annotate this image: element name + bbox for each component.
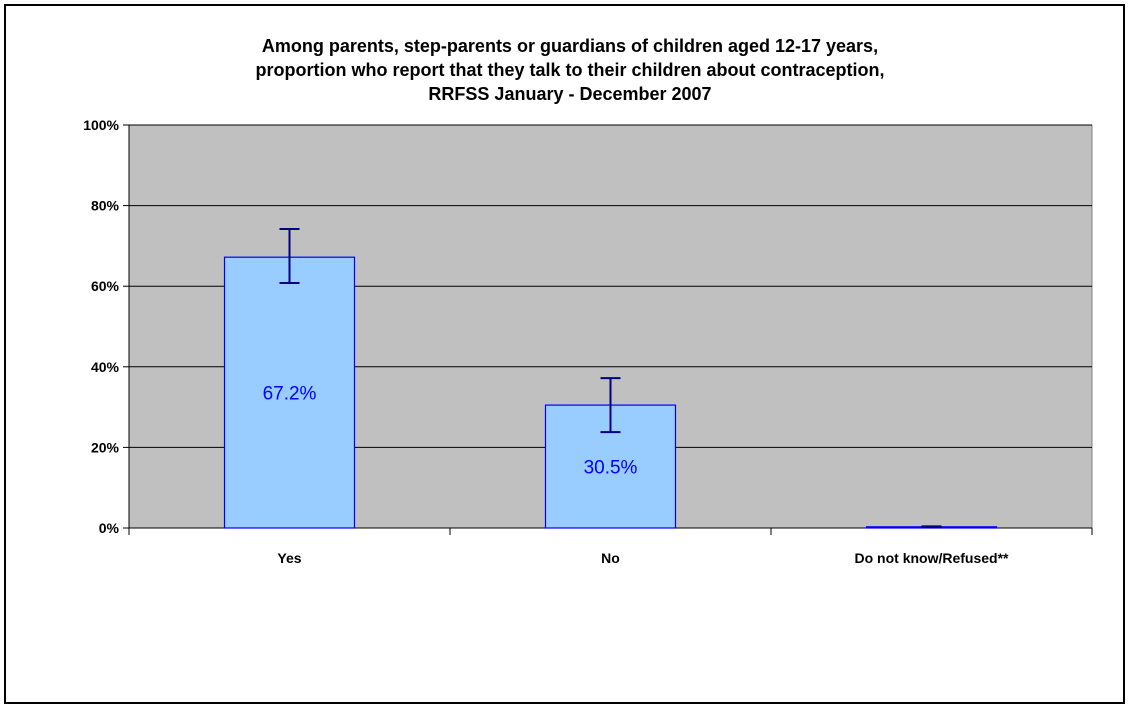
data-label: 67.2% xyxy=(263,384,317,405)
y-tick-label: 80% xyxy=(91,198,120,214)
x-tick-label: Yes xyxy=(277,550,301,566)
bar xyxy=(223,256,356,529)
chart-title: Among parents, step-parents or guardians… xyxy=(40,34,1100,106)
y-tick-label: 0% xyxy=(99,520,120,536)
y-tick-label: 40% xyxy=(91,359,120,375)
chart-title-line-1: Among parents, step-parents or guardians… xyxy=(261,36,879,56)
y-tick-label: 100% xyxy=(83,117,119,133)
chart-title-line-3: RRFSS January - December 2007 xyxy=(428,84,712,104)
y-tick-label: 20% xyxy=(91,439,120,455)
bar-chart: 0% 20% 40% 60% 80% 100% 67.2% Yes 30.5% No Do not … xyxy=(83,117,1093,566)
data-label: 30.5% xyxy=(584,458,638,479)
chart-title-line-2: proportion who report that they talk to … xyxy=(255,60,885,80)
x-tick-label: Do not know/Refused** xyxy=(854,550,1009,566)
x-tick-label: No xyxy=(601,550,620,566)
y-tick-label: 60% xyxy=(91,278,120,294)
